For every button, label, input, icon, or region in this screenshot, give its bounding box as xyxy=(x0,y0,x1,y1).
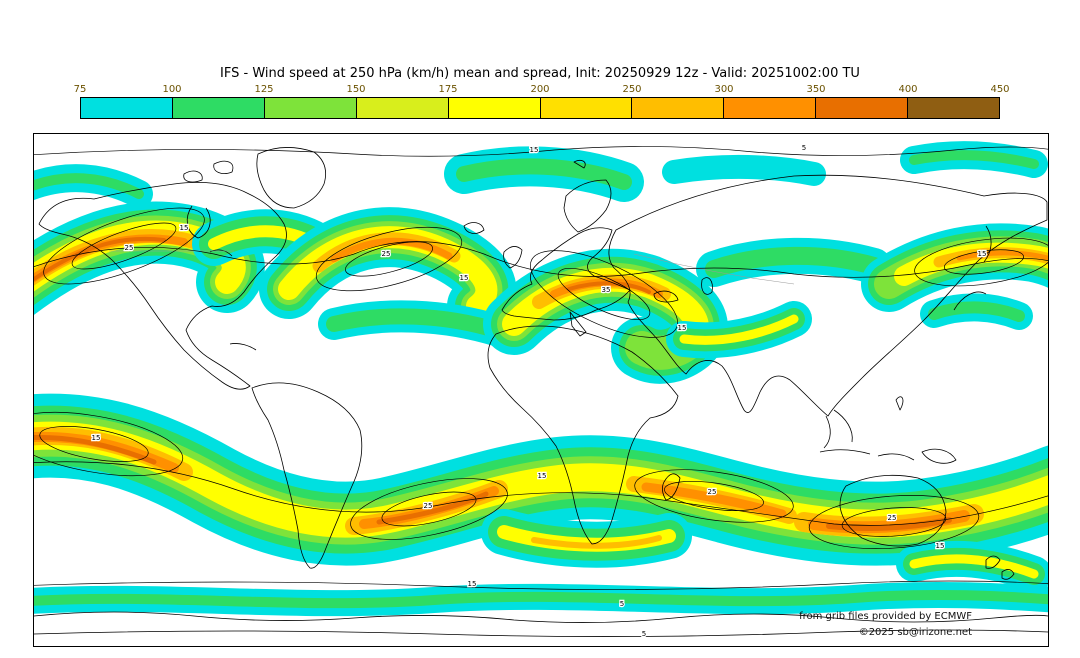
spread-contours xyxy=(34,146,1048,590)
contour-label: 5 xyxy=(620,600,624,608)
contour-label: 25 xyxy=(888,514,897,522)
attribution: from grib files provided by ECMWF ©2025 … xyxy=(799,609,972,640)
chart-title: IFS - Wind speed at 250 hPa (km/h) mean … xyxy=(220,66,860,81)
colorbar-tick: 400 xyxy=(898,84,918,95)
contour-label: 5 xyxy=(642,630,646,638)
contour-label: 15 xyxy=(92,434,101,442)
wind-speed-fill-bands xyxy=(34,141,1048,617)
contour-label: 5 xyxy=(802,144,806,152)
contour-label: 25 xyxy=(708,488,717,496)
attribution-copyright: ©2025 sb@irizone.net xyxy=(858,626,972,638)
contour-label: 15 xyxy=(180,224,189,232)
colorbar-tick: 150 xyxy=(346,84,366,95)
world-map: 15 5 15 25 25 15 35 15 15 15 25 15 25 25 15 15 5 5 xyxy=(34,134,1048,646)
colorbar-segment xyxy=(908,98,1000,118)
contour-label: 15 xyxy=(678,324,687,332)
contour-value-labels: 15 5 15 25 25 15 35 15 15 15 25 15 25 25 15 15 5 5 xyxy=(90,143,987,639)
colorbar-segment xyxy=(172,98,265,118)
colorbar-ticks: 75 100 125 150 175 200 250 300 350 400 450 xyxy=(74,84,1010,97)
contour-label: 25 xyxy=(424,502,433,510)
colorbar-tick: 300 xyxy=(714,84,734,95)
attribution-source: from grib files provided by ECMWF xyxy=(799,611,972,622)
colorbar-segment xyxy=(356,98,449,118)
contour-label: 25 xyxy=(382,250,391,258)
colorbar-tick: 125 xyxy=(254,84,274,95)
colorbar-tick: 175 xyxy=(438,84,458,95)
country-borders xyxy=(109,250,795,285)
colorbar-segment xyxy=(632,98,725,118)
contour-label: 15 xyxy=(460,274,469,282)
colorbar-segment xyxy=(448,98,541,118)
colorbar: 75 100 125 150 175 200 250 300 350 400 450 xyxy=(74,84,1010,119)
coastlines xyxy=(34,147,1048,637)
contour-label: 15 xyxy=(530,146,539,154)
colorbar-segment xyxy=(816,98,909,118)
colorbar-tick: 75 xyxy=(73,84,87,95)
map-frame: 15 5 15 25 25 15 35 15 15 15 25 15 25 25 15 15 5 5 from g… xyxy=(33,133,1049,647)
colorbar-tick: 450 xyxy=(990,84,1010,95)
colorbar-segment xyxy=(264,98,357,118)
colorbar-tick: 350 xyxy=(806,84,826,95)
colorbar-segments xyxy=(80,97,1000,119)
contour-label: 15 xyxy=(468,580,477,588)
colorbar-segment xyxy=(540,98,633,118)
colorbar-segment xyxy=(724,98,817,118)
colorbar-tick: 200 xyxy=(530,84,550,95)
colorbar-tick: 100 xyxy=(162,84,182,95)
contour-label: 15 xyxy=(936,542,945,550)
contour-label: 25 xyxy=(125,244,134,252)
contour-label: 15 xyxy=(538,472,547,480)
colorbar-segment xyxy=(81,98,173,118)
contour-label: 15 xyxy=(978,250,987,258)
colorbar-tick: 250 xyxy=(622,84,642,95)
contour-label: 35 xyxy=(602,286,611,294)
